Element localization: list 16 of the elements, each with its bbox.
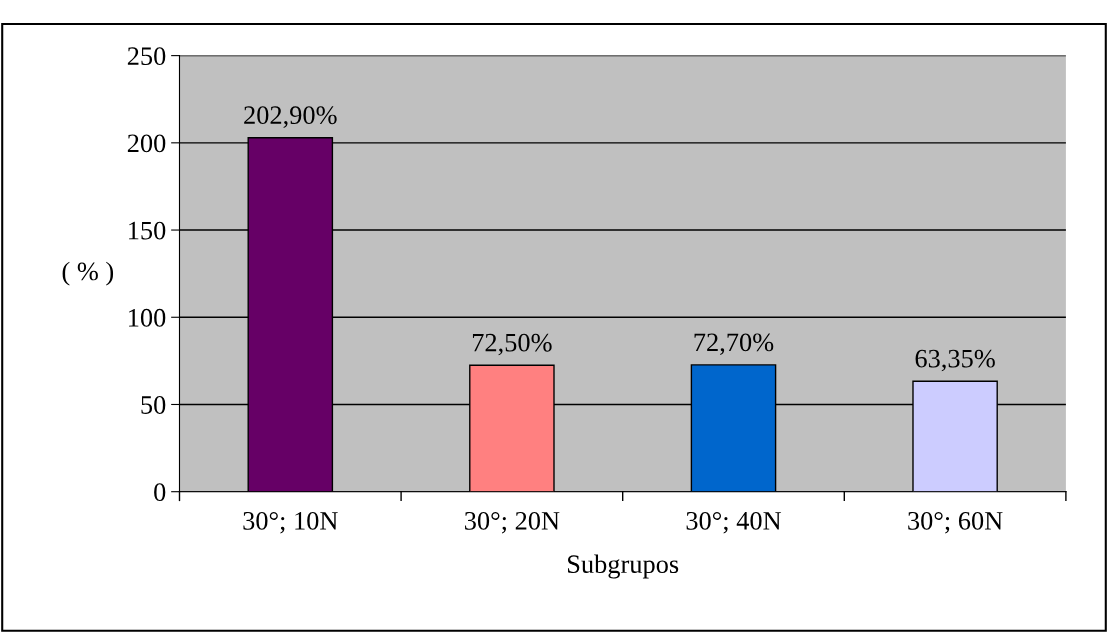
x-tick-label: 30°; 40N (686, 511, 782, 534)
data-label: 72,70% (694, 333, 774, 355)
data-label: 63,35% (915, 349, 995, 372)
y-tick-label: 50 (141, 396, 166, 414)
x-tick-label: 30°; 10N (243, 511, 338, 534)
x-tick-label: 30°; 20N (465, 511, 560, 534)
data-label: 202,90% (244, 106, 337, 128)
y-tick-label: 200 (127, 134, 166, 153)
data-label: 72,50% (472, 333, 552, 356)
y-tick-label: 150 (129, 221, 166, 240)
y-axis-title: ( % ) (62, 261, 114, 286)
x-axis-title: Subgrupos (568, 554, 679, 579)
y-tick-label: 100 (129, 308, 166, 327)
y-tick-label: 250 (127, 47, 166, 66)
x-tick-label: 30°; 60N (908, 511, 1003, 534)
y-tick-label: 0 (154, 483, 166, 502)
